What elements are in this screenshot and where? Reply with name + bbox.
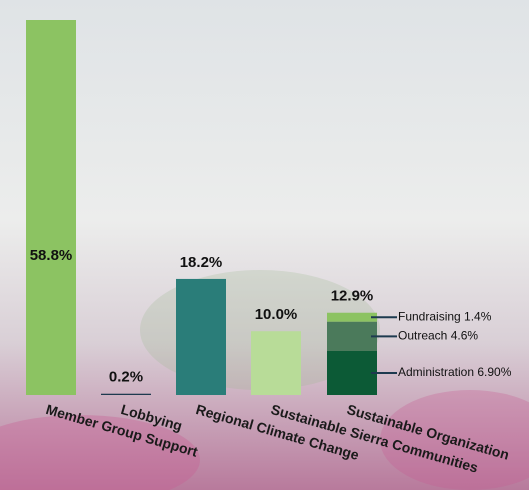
segment-label: Fundraising 1.4% (398, 309, 492, 323)
bar-segment (327, 322, 377, 351)
value-label: 18.2% (180, 254, 223, 271)
segment-label: Outreach 4.6% (398, 328, 478, 342)
segment-label: Administration 6.90% (398, 365, 512, 379)
bar-segment (327, 313, 377, 322)
bar (101, 394, 151, 395)
bar (251, 331, 301, 395)
value-label: 0.2% (109, 369, 143, 386)
value-label: 12.9% (331, 288, 374, 305)
value-label: 10.0% (255, 306, 298, 323)
value-label: 58.8% (30, 247, 73, 264)
chart: 58.8%Member Group Support0.2%Lobbying18.… (0, 0, 529, 490)
bar (176, 279, 226, 395)
bar-segment (327, 351, 377, 395)
bar (26, 20, 76, 395)
